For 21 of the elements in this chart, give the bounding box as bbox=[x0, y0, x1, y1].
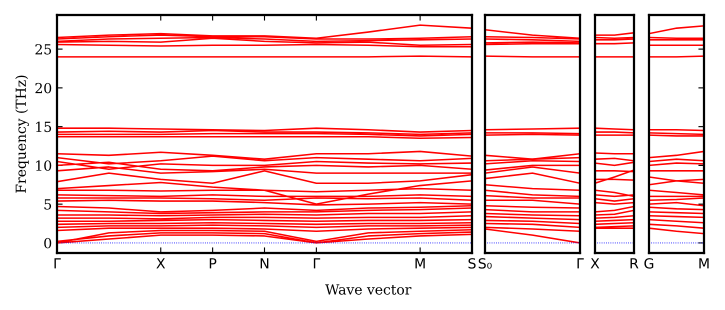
y-axis-title: Frequency (THz) bbox=[15, 76, 29, 193]
x-tick-label: M bbox=[415, 258, 425, 268]
x-tick-label: X bbox=[590, 258, 600, 268]
y-tick-label: 0 bbox=[44, 238, 52, 248]
x-tick-label: M bbox=[699, 258, 709, 268]
y-tick-label: 20 bbox=[35, 82, 52, 94]
y-tick-label: 10 bbox=[36, 160, 52, 171]
x-tick-label: G bbox=[644, 258, 654, 269]
x-tick-label: X bbox=[156, 258, 166, 268]
x-tick-label: S bbox=[468, 258, 476, 269]
y-tick-label: 15 bbox=[36, 122, 52, 132]
x-tick-label: S₀ bbox=[478, 258, 492, 269]
x-tick-label: N bbox=[260, 258, 268, 268]
x-tick-label: Γ bbox=[577, 258, 584, 268]
y-tick-label: 25 bbox=[35, 44, 52, 55]
x-axis-title: Wave vector bbox=[325, 284, 412, 295]
y-tick-label: 5 bbox=[44, 199, 52, 210]
x-tick-label: Γ bbox=[54, 258, 61, 268]
x-tick-label: P bbox=[210, 258, 216, 268]
x-tick-label: R bbox=[630, 258, 638, 268]
x-tick-label: Γ bbox=[314, 258, 320, 268]
